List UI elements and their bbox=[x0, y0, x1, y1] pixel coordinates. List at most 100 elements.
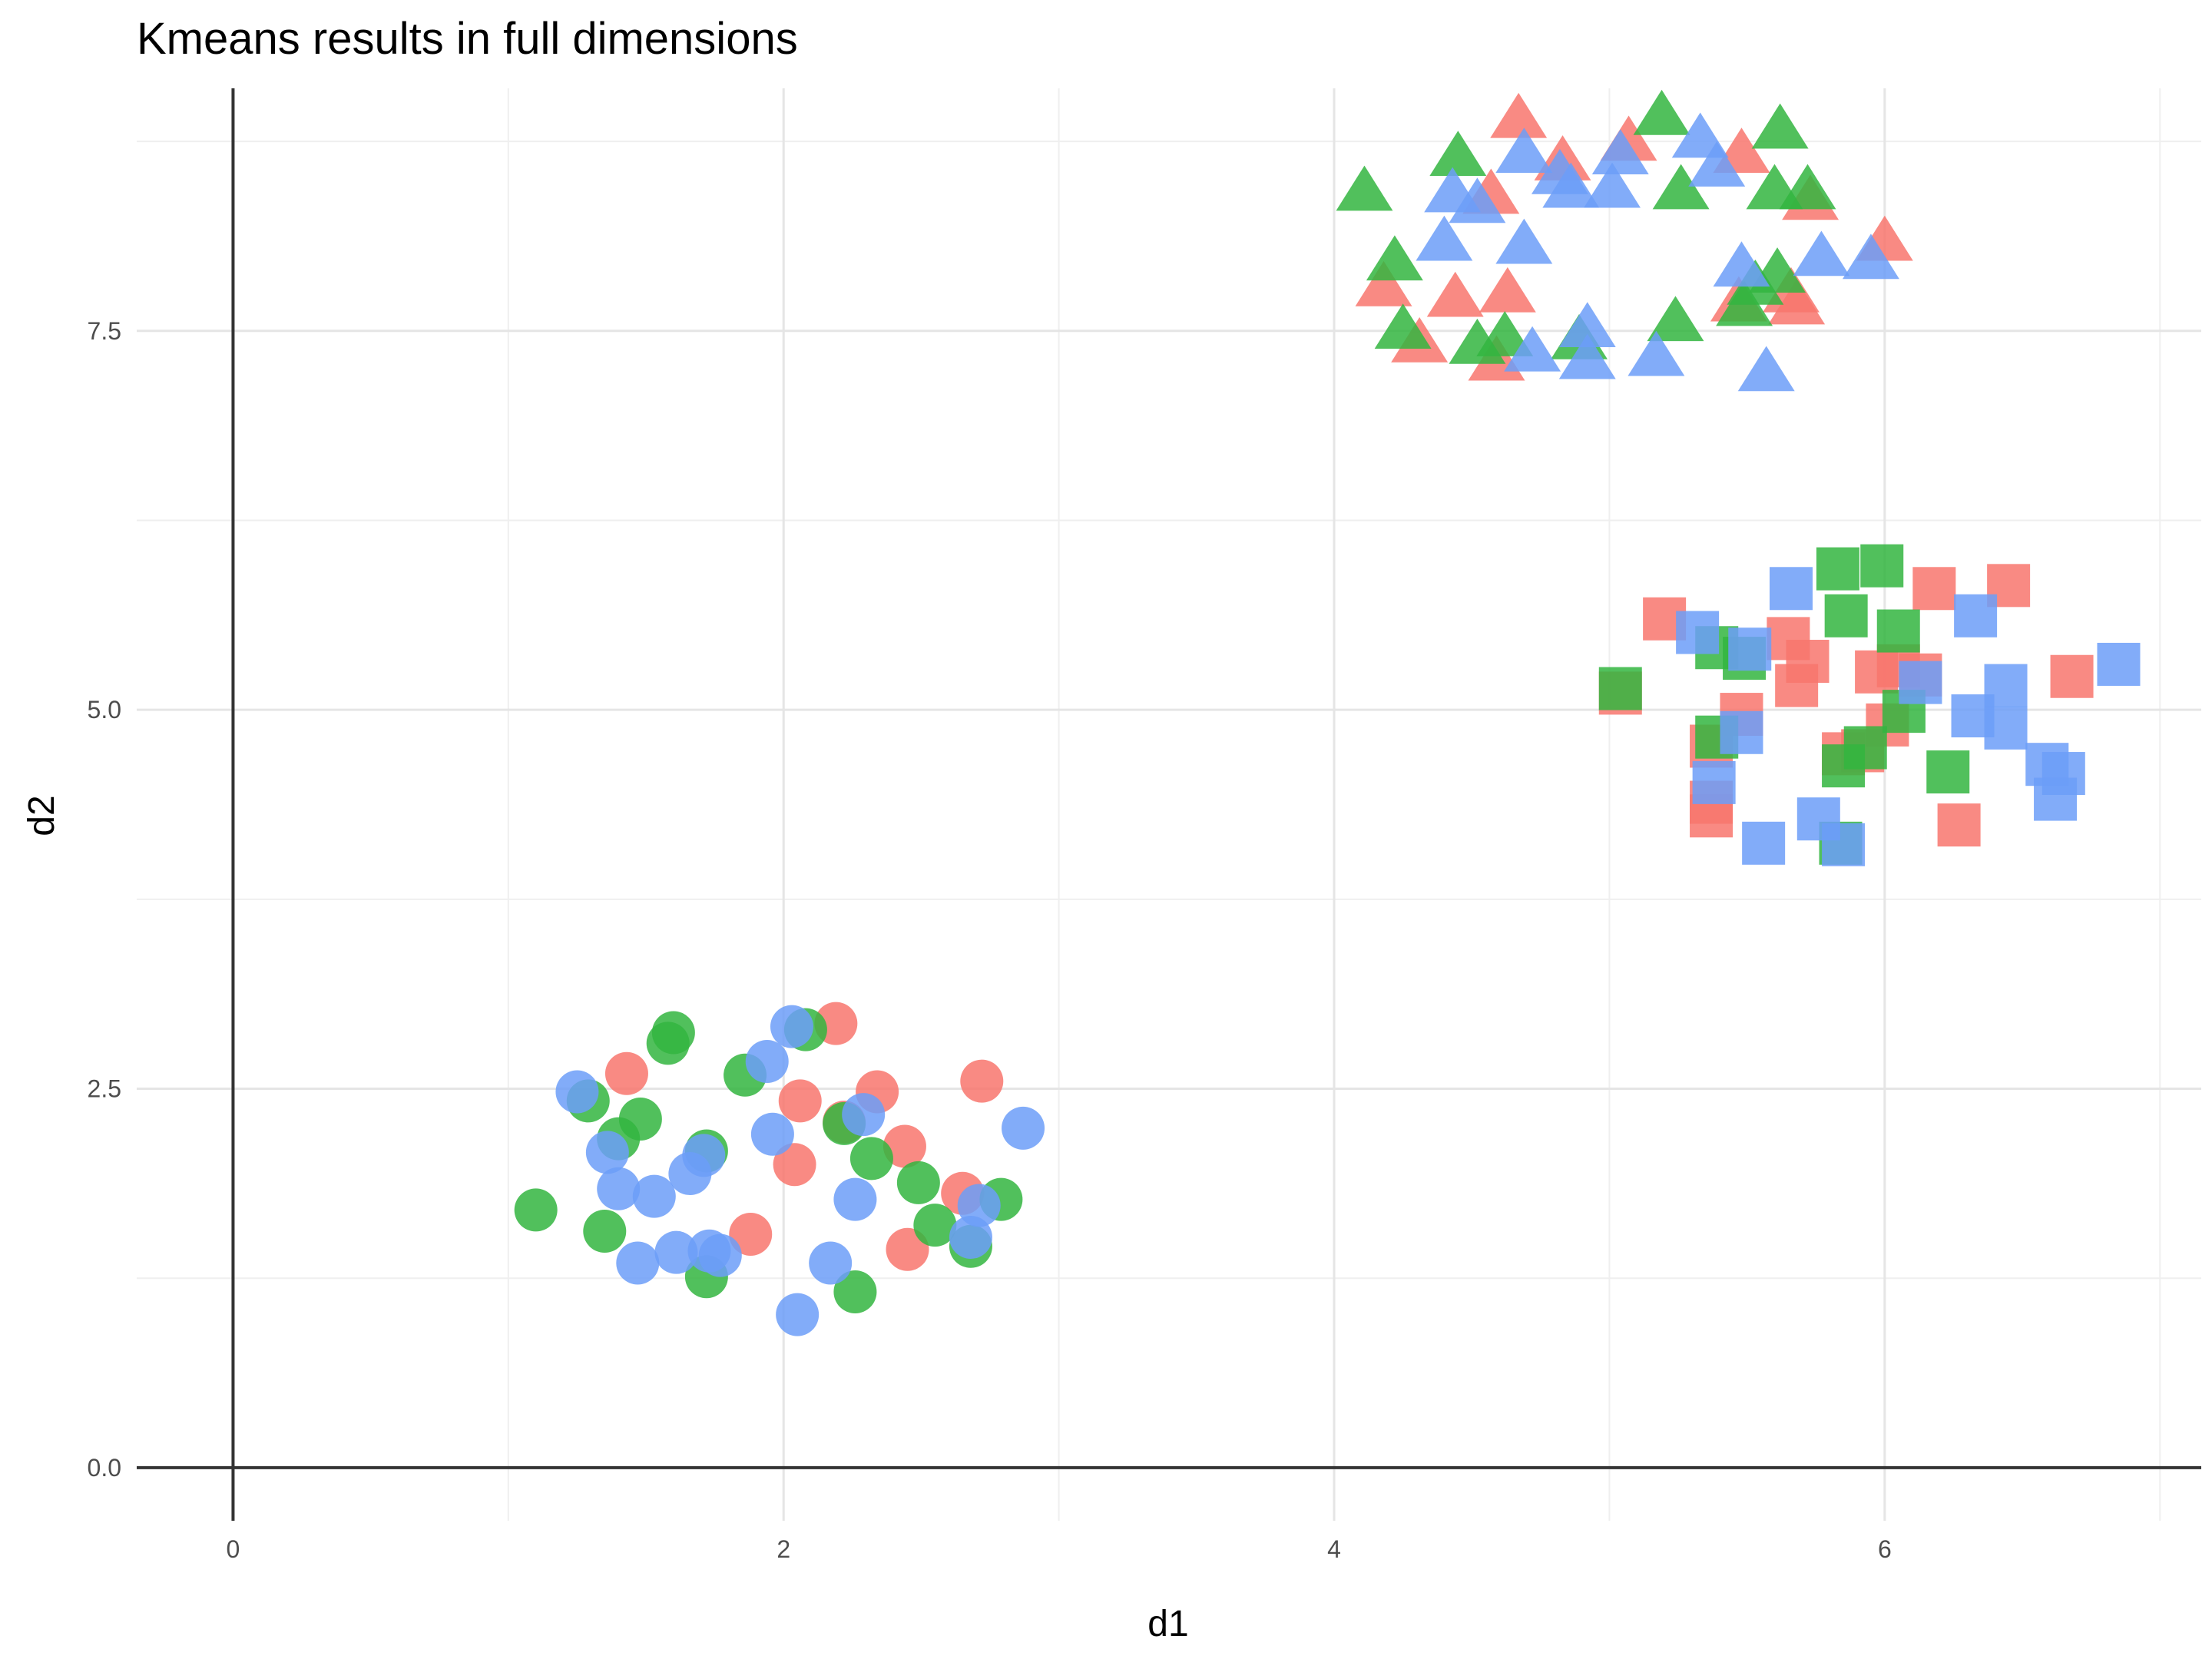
grid bbox=[137, 88, 2201, 1521]
circle-point-green bbox=[896, 1161, 940, 1204]
square-point-blue bbox=[1720, 710, 1763, 754]
square-point-red bbox=[1775, 664, 1819, 707]
x-tick-label: 2 bbox=[777, 1535, 790, 1563]
y-tick-label: 2.5 bbox=[88, 1075, 121, 1103]
triangle-point-red bbox=[1479, 267, 1536, 313]
square-point-green bbox=[1816, 547, 1859, 591]
circle-point-blue bbox=[555, 1070, 599, 1114]
triangle-point-green bbox=[1647, 296, 1704, 342]
circle-point-blue bbox=[809, 1241, 853, 1285]
triangle-point-blue bbox=[1416, 215, 1473, 261]
y-tick-label: 0.0 bbox=[88, 1454, 121, 1482]
circle-point-blue bbox=[833, 1177, 877, 1221]
circle-point-blue bbox=[616, 1241, 660, 1285]
square-point-green bbox=[1598, 667, 1642, 710]
triangle-point-blue bbox=[1542, 162, 1600, 208]
circle-point-blue bbox=[745, 1040, 789, 1084]
triangle-point-red bbox=[1490, 92, 1548, 138]
x-axis-title: d1 bbox=[1147, 1604, 1188, 1644]
tick-labels: 0 2 4 6 0.0 2.5 5.0 7.5 bbox=[88, 317, 1892, 1563]
circle-point-green bbox=[583, 1210, 627, 1253]
x-tick-label: 4 bbox=[1327, 1535, 1341, 1563]
triangle-point-red bbox=[1426, 271, 1484, 317]
square-point-red bbox=[1937, 803, 1981, 847]
square-point-blue bbox=[1984, 706, 2028, 750]
circle-point-green bbox=[514, 1188, 558, 1232]
circle-point-red bbox=[729, 1213, 773, 1256]
triangle-point-green bbox=[1429, 131, 1487, 177]
square-point-blue bbox=[1899, 661, 1942, 704]
triangle-point-green bbox=[1779, 164, 1836, 210]
circle-point-green bbox=[833, 1270, 877, 1313]
axes bbox=[137, 88, 2201, 1521]
triangle-point-green bbox=[1449, 318, 1506, 364]
triangle-point-green bbox=[1652, 164, 1710, 210]
circle-point-green bbox=[849, 1137, 893, 1181]
square-point-blue bbox=[1769, 567, 1813, 611]
triangle-point-blue bbox=[1688, 141, 1746, 187]
square-point-red bbox=[2050, 654, 2094, 698]
circle-point-blue bbox=[1002, 1106, 1045, 1150]
chart-title: Kmeans results in full dimensions bbox=[137, 14, 798, 64]
circle-point-blue bbox=[654, 1230, 698, 1274]
circle-point-blue bbox=[632, 1174, 676, 1218]
circle-point-green bbox=[913, 1204, 957, 1247]
x-tick-label: 0 bbox=[227, 1535, 240, 1563]
square-point-green bbox=[1876, 609, 1920, 653]
x-tick-label: 6 bbox=[1878, 1535, 1892, 1563]
triangle-point-blue bbox=[1713, 241, 1770, 287]
square-point-red bbox=[1912, 567, 1956, 611]
triangle-point-blue bbox=[1628, 330, 1685, 376]
square-point-green bbox=[1824, 594, 1868, 637]
triangle-point-blue bbox=[1584, 162, 1641, 208]
circle-point-red bbox=[882, 1124, 926, 1168]
circle-point-green bbox=[646, 1022, 690, 1065]
circle-point-blue bbox=[776, 1293, 820, 1336]
circle-point-red bbox=[960, 1059, 1004, 1103]
square-point-blue bbox=[1742, 821, 1786, 865]
triangle-point-red bbox=[1768, 279, 1826, 325]
triangle-point-blue bbox=[1495, 218, 1553, 264]
circle-point-red bbox=[886, 1227, 929, 1271]
circle-point-red bbox=[778, 1079, 822, 1123]
y-axis-title: d2 bbox=[22, 795, 62, 836]
square-point-green bbox=[1860, 544, 1904, 588]
square-point-blue bbox=[1728, 628, 1772, 671]
circle-point-red bbox=[773, 1143, 816, 1187]
triangle-point-green bbox=[1374, 303, 1432, 349]
triangle-point-blue bbox=[1793, 230, 1850, 276]
circle-point-blue bbox=[750, 1112, 794, 1156]
triangle-point-blue bbox=[1591, 129, 1649, 175]
triangle-point-green bbox=[1751, 103, 1809, 149]
square-point-blue bbox=[1822, 823, 1866, 866]
triangle-point-blue bbox=[1737, 346, 1795, 392]
triangle-point-green bbox=[1716, 280, 1773, 326]
triangle-point-green bbox=[1366, 235, 1423, 281]
triangle-point-red bbox=[1355, 260, 1412, 306]
triangle-point-blue bbox=[1558, 333, 1616, 379]
y-tick-label: 7.5 bbox=[88, 317, 121, 345]
triangle-point-green bbox=[1633, 89, 1690, 135]
y-tick-label: 5.0 bbox=[88, 696, 121, 724]
square-point-green bbox=[1926, 750, 1970, 794]
square-point-blue bbox=[1954, 594, 1998, 637]
square-point-blue bbox=[2097, 642, 2141, 686]
circle-point-red bbox=[604, 1051, 648, 1095]
circle-point-blue bbox=[597, 1167, 641, 1210]
triangle-point-blue bbox=[1449, 177, 1506, 224]
triangle-point-blue bbox=[1495, 127, 1553, 174]
circle-point-blue bbox=[949, 1215, 992, 1259]
triangle-point-blue bbox=[1842, 233, 1899, 280]
square-point-blue bbox=[1676, 611, 1720, 654]
circle-point-blue bbox=[770, 1005, 813, 1048]
circle-point-blue bbox=[585, 1131, 629, 1174]
circle-point-blue bbox=[698, 1233, 742, 1277]
circle-point-blue bbox=[668, 1152, 712, 1196]
triangle-point-green bbox=[1336, 165, 1393, 211]
triangle-point-blue bbox=[1558, 302, 1616, 348]
square-point-blue bbox=[2034, 777, 2078, 821]
square-point-green bbox=[1822, 744, 1866, 788]
square-point-blue bbox=[1692, 760, 1736, 804]
data-points bbox=[514, 89, 2141, 1336]
